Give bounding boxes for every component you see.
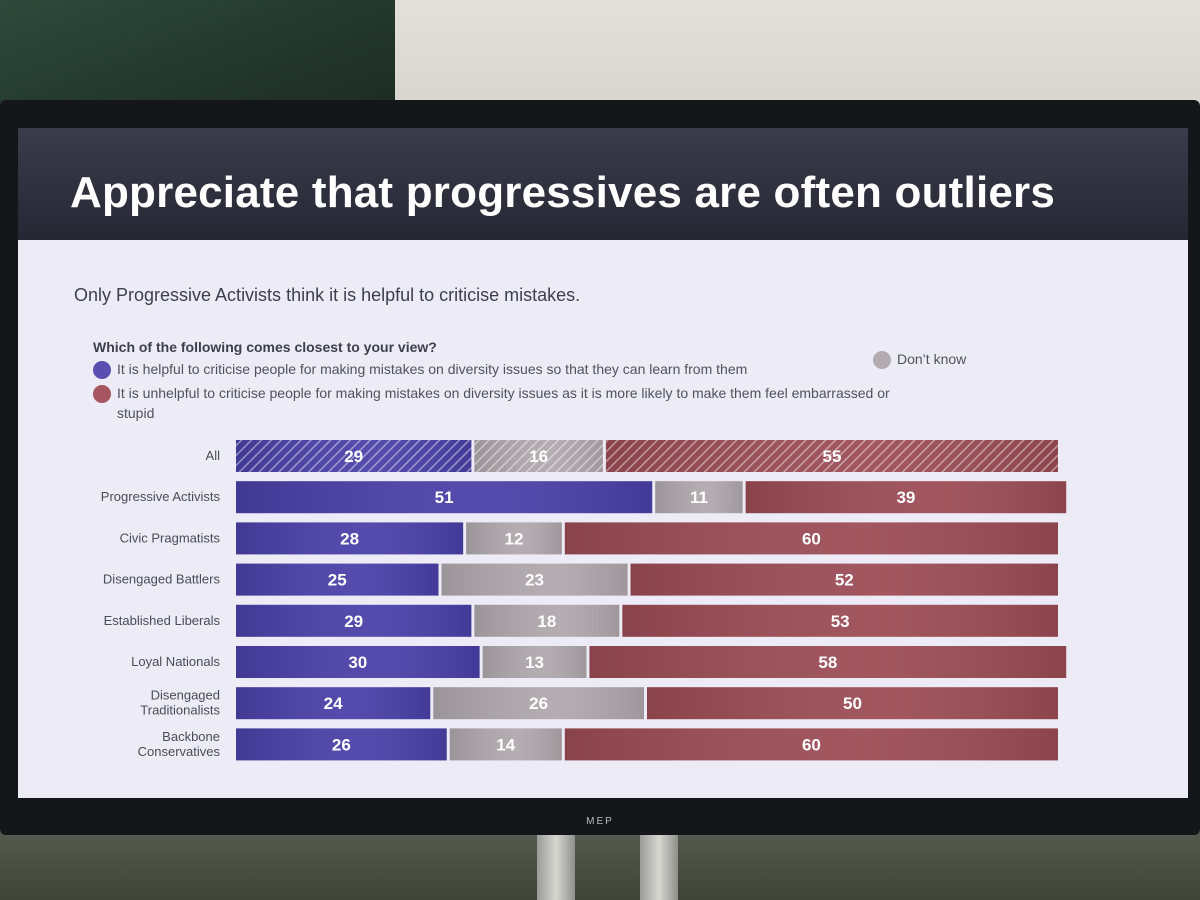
bar-value-unhelpful-progressive-activists: 39	[896, 488, 915, 507]
bar-value-helpful-backbone-conservatives: 26	[332, 735, 351, 754]
bar-shade-dont_know-civic-pragmatists	[466, 522, 562, 555]
legend-dont-know-label: Don’t know	[897, 351, 967, 367]
bar-hatch-helpful-all	[236, 440, 472, 472]
monitor: Appreciate that progressives are often o…	[0, 100, 1200, 835]
legend-unhelpful-label-line-2: stupid	[117, 405, 155, 421]
row-label-disengaged-traditionalists: Disengaged Traditionalists	[140, 688, 220, 718]
legend-unhelpful-text: It is unhelpful to criticise people for …	[117, 383, 890, 423]
legend-unhelpful-swatch-icon	[93, 385, 111, 403]
bar-value-unhelpful-loyal-nationals: 58	[818, 653, 837, 672]
bar-shade-unhelpful-disengaged-battlers	[630, 563, 1058, 596]
bar-hatch-unhelpful-all	[605, 440, 1058, 472]
bar-shade-helpful-progressive-activists	[236, 481, 653, 514]
row-label-backbone-conservatives: Backbone Conservatives	[138, 729, 221, 759]
bar-value-dont_know-established-liberals: 18	[537, 612, 556, 631]
background-floor	[0, 830, 1200, 900]
bar-shade-dont_know-loyal-nationals	[482, 646, 587, 678]
legend-unhelpful-label-line-1: It is unhelpful to criticise people for …	[117, 385, 890, 401]
bar-value-helpful-established-liberals: 29	[344, 612, 363, 631]
bar-hatch-dont_know-all	[474, 440, 603, 472]
bar-value-unhelpful-all: 55	[822, 447, 841, 466]
bar-value-helpful-loyal-nationals: 30	[348, 653, 367, 672]
bar-shade-unhelpful-progressive-activists	[745, 481, 1067, 514]
bar-value-helpful-progressive-activists: 51	[435, 488, 454, 507]
bar-shade-helpful-loyal-nationals	[236, 646, 480, 678]
bar-shade-helpful-backbone-conservatives	[236, 728, 447, 761]
bar-shade-unhelpful-civic-pragmatists	[564, 522, 1058, 555]
bar-value-dont_know-all: 16	[529, 447, 548, 466]
slide-subtitle: Only Progressive Activists think it is h…	[74, 285, 581, 305]
bar-value-helpful-civic-pragmatists: 28	[340, 529, 359, 548]
bar-value-helpful-disengaged-traditionalists: 24	[324, 694, 343, 713]
bar-shade-dont_know-disengaged-traditionalists	[433, 687, 644, 720]
bar-shade-helpful-disengaged-battlers	[236, 563, 439, 596]
bar-value-dont_know-civic-pragmatists: 12	[505, 529, 524, 548]
bar-shade-helpful-civic-pragmatists	[236, 522, 464, 555]
bar-shade-helpful-established-liberals	[236, 604, 472, 637]
stand-pole-left	[537, 826, 575, 900]
bar-value-dont_know-backbone-conservatives: 14	[496, 735, 515, 754]
bar-value-helpful-all: 29	[344, 447, 363, 466]
row-label-all: All	[206, 448, 221, 463]
slide: Appreciate that progressives are often o…	[18, 128, 1188, 798]
bar-shade-dont_know-backbone-conservatives	[449, 728, 562, 761]
bar-shade-unhelpful-disengaged-traditionalists	[647, 687, 1058, 720]
row-label-progressive-activists: Progressive Activists	[101, 489, 221, 504]
bar-value-dont_know-disengaged-traditionalists: 26	[529, 694, 548, 713]
bar-shade-dont_know-progressive-activists	[655, 481, 743, 514]
bar-value-unhelpful-disengaged-battlers: 52	[835, 571, 854, 590]
row-label-loyal-nationals: Loyal Nationals	[131, 654, 220, 669]
bar-shade-unhelpful-backbone-conservatives	[564, 728, 1058, 761]
title-bar: Appreciate that progressives are often o…	[18, 128, 1188, 240]
bar-value-unhelpful-civic-pragmatists: 60	[802, 529, 821, 548]
legend-helpful-label: It is helpful to criticise people for ma…	[117, 361, 748, 377]
stacked-bar-chart: All 29 16 55 Progressive Activists 51 11 39 Civi…	[101, 440, 1067, 761]
legend-dont-know: Don’t know	[873, 349, 966, 369]
row-label-disengaged-battlers: Disengaged Battlers	[103, 572, 221, 587]
bar-shade-dont_know-established-liberals	[474, 604, 620, 637]
slide-title: Appreciate that progressives are often o…	[70, 168, 1056, 217]
legend-unhelpful: It is unhelpful to criticise people for …	[93, 383, 890, 423]
bar-value-unhelpful-disengaged-traditionalists: 50	[843, 694, 862, 713]
bar-value-helpful-disengaged-battlers: 25	[328, 571, 347, 590]
bar-shade-helpful-disengaged-traditionalists	[236, 687, 431, 720]
legend-helpful: It is helpful to criticise people for ma…	[93, 359, 747, 379]
bar-value-unhelpful-backbone-conservatives: 60	[802, 735, 821, 754]
legend-helpful-swatch-icon	[93, 361, 111, 379]
row-label-civic-pragmatists: Civic Pragmatists	[120, 530, 221, 545]
bar-value-dont_know-progressive-activists: 11	[690, 488, 708, 507]
bar-shade-unhelpful-loyal-nationals	[589, 646, 1067, 678]
bar-shade-dont_know-disengaged-battlers	[441, 563, 628, 596]
bar-shade-unhelpful-established-liberals	[622, 604, 1058, 637]
monitor-brand-logo: MEP	[586, 816, 614, 827]
bar-value-dont_know-disengaged-battlers: 23	[525, 571, 544, 590]
stand-pole-right	[640, 826, 678, 900]
bar-value-dont_know-loyal-nationals: 13	[525, 653, 544, 672]
row-label-established-liberals: Established Liberals	[104, 613, 221, 628]
legend-dont-know-swatch-icon	[873, 351, 891, 369]
survey-question: Which of the following comes closest to …	[93, 339, 437, 355]
bar-value-unhelpful-established-liberals: 53	[831, 612, 850, 631]
